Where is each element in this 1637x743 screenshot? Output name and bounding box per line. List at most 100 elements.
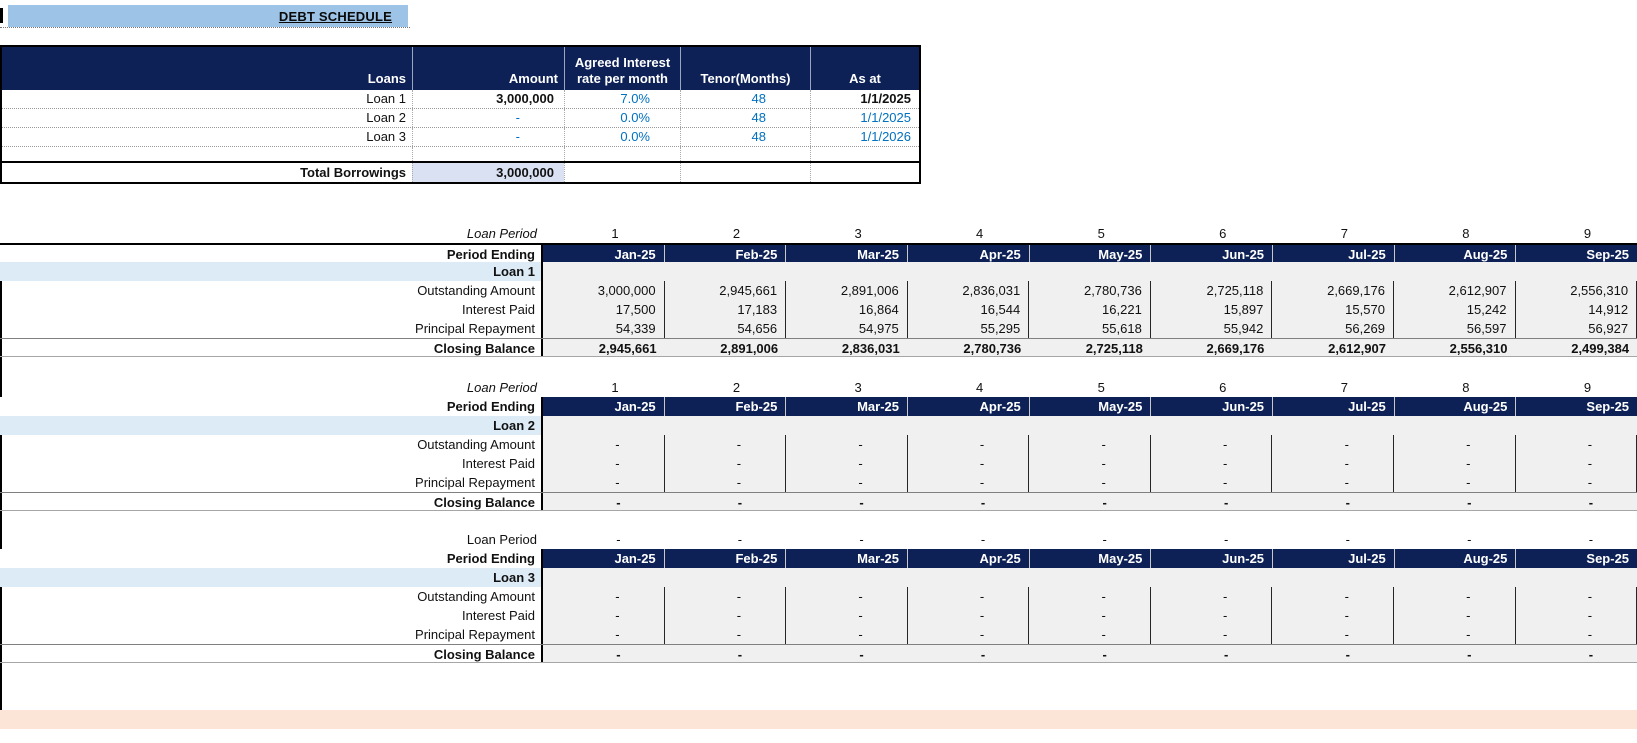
schedule-value-cell[interactable]: - (1029, 606, 1151, 625)
schedule-value-cell[interactable]: - (786, 625, 908, 644)
schedule-value-cell[interactable]: - (1151, 625, 1273, 644)
closing-balance-cell[interactable]: - (616, 495, 621, 510)
closing-balance-cell[interactable]: 2,556,310 (1449, 341, 1508, 356)
closing-balance-label[interactable]: Closing Balance (0, 645, 543, 662)
schedule-value-cell[interactable]: 17,500 (543, 300, 665, 319)
schedule-row-label[interactable]: Principal Repayment (0, 473, 543, 492)
loan-as-at-cell[interactable]: 1/1/2025 (810, 109, 919, 127)
closing-balance-cell[interactable]: 2,612,907 (1328, 341, 1386, 356)
loan-as-at-cell[interactable]: 1/1/2026 (810, 128, 919, 146)
schedule-value-cell[interactable]: - (665, 473, 787, 492)
closing-balance-cell[interactable]: - (1102, 647, 1107, 662)
schedule-value-cell[interactable]: 15,242 (1394, 300, 1516, 319)
schedule-value-cell[interactable]: - (1394, 625, 1516, 644)
loan-period-value-cell[interactable]: 9 (1583, 226, 1592, 241)
schedule-value-cell[interactable]: - (1394, 606, 1516, 625)
month-header-cell[interactable]: Aug-25 (1393, 397, 1516, 416)
total-borrowings-label[interactable]: Total Borrowings (300, 165, 406, 180)
schedule-value-cell[interactable]: 55,618 (1029, 319, 1151, 338)
schedule-value-cell[interactable]: - (1394, 435, 1516, 454)
loan-period-value-cell[interactable]: - (1102, 532, 1107, 547)
loan-period-value-cell[interactable]: 6 (1219, 380, 1227, 395)
loan-period-value-cell[interactable]: - (980, 532, 986, 547)
schedule-value-cell[interactable]: 2,725,118 (1151, 281, 1273, 300)
closing-balance-label[interactable]: Closing Balance (0, 493, 543, 510)
closing-balance-cell[interactable]: - (1588, 647, 1594, 662)
schedule-row-label[interactable]: Interest Paid (0, 454, 543, 473)
schedule-value-cell[interactable]: - (1151, 606, 1273, 625)
loan-name-cell[interactable]: Loan 1 (366, 91, 406, 106)
schedule-value-cell[interactable]: - (786, 473, 908, 492)
schedule-value-cell[interactable]: - (543, 435, 665, 454)
schedule-value-cell[interactable]: 54,339 (543, 319, 665, 338)
month-header-cell[interactable]: Aug-25 (1393, 549, 1516, 568)
schedule-value-cell[interactable]: - (1516, 587, 1637, 606)
loan-period-value-cell[interactable]: - (1224, 532, 1229, 547)
closing-balance-label[interactable]: Closing Balance (0, 339, 543, 356)
schedule-value-cell[interactable]: - (1394, 587, 1516, 606)
month-header-cell[interactable]: May-25 (1028, 549, 1151, 568)
header-tenor[interactable]: Tenor(Months) (680, 47, 810, 90)
schedule-value-cell[interactable]: - (1272, 473, 1394, 492)
loan-period-value-cell[interactable]: 4 (976, 380, 984, 395)
closing-balance-cell[interactable]: 2,836,031 (841, 341, 900, 356)
closing-balance-cell[interactable]: 2,780,736 (963, 341, 1022, 356)
schedule-value-cell[interactable]: - (1272, 454, 1394, 473)
schedule-value-cell[interactable]: 2,612,907 (1394, 281, 1516, 300)
schedule-value-cell[interactable]: - (1272, 587, 1394, 606)
month-header-cell[interactable]: Jan-25 (543, 549, 664, 568)
month-header-cell[interactable]: May-25 (1028, 245, 1151, 262)
loan-period-value-cell[interactable]: - (859, 532, 864, 547)
schedule-value-cell[interactable]: - (1029, 435, 1151, 454)
schedule-value-cell[interactable]: - (786, 435, 908, 454)
loan-name-label[interactable]: Loan 3 (0, 568, 543, 587)
schedule-value-cell[interactable]: - (1516, 473, 1637, 492)
schedule-value-cell[interactable]: - (665, 606, 787, 625)
schedule-value-cell[interactable]: 17,183 (665, 300, 787, 319)
schedule-value-cell[interactable]: 16,544 (908, 300, 1030, 319)
loan-period-value-cell[interactable]: 5 (1097, 226, 1105, 241)
loan-amount-cell[interactable]: - (412, 109, 564, 127)
schedule-value-cell[interactable]: - (786, 606, 908, 625)
loan-period-label[interactable]: Loan Period (466, 380, 537, 395)
schedule-value-cell[interactable]: 14,912 (1516, 300, 1637, 319)
closing-balance-cell[interactable]: - (1467, 495, 1472, 510)
loan-tenor-cell[interactable]: 48 (680, 128, 810, 146)
schedule-value-cell[interactable]: - (786, 587, 908, 606)
loan-as-at-cell[interactable]: 1/1/2025 (810, 90, 919, 108)
schedule-row-label[interactable]: Interest Paid (0, 606, 543, 625)
schedule-value-cell[interactable]: 55,942 (1151, 319, 1273, 338)
schedule-value-cell[interactable]: 3,000,000 (543, 281, 665, 300)
schedule-value-cell[interactable]: 55,295 (908, 319, 1030, 338)
schedule-value-cell[interactable]: - (908, 625, 1030, 644)
loan-name-cell[interactable]: Loan 2 (366, 110, 406, 125)
loan-period-value-cell[interactable]: 5 (1097, 380, 1105, 395)
loan-period-label[interactable]: Loan Period (466, 532, 537, 547)
closing-balance-cell[interactable]: - (1102, 495, 1107, 510)
schedule-value-cell[interactable]: - (1029, 625, 1151, 644)
closing-balance-cell[interactable]: - (1345, 495, 1350, 510)
schedule-value-cell[interactable]: - (1516, 625, 1637, 644)
empty-cell[interactable] (680, 163, 810, 182)
schedule-value-cell[interactable]: - (665, 587, 787, 606)
loan-period-value-cell[interactable]: 7 (1340, 380, 1348, 395)
header-loans[interactable]: Loans (367, 71, 406, 86)
loan-period-value-cell[interactable]: - (737, 532, 743, 547)
closing-balance-cell[interactable]: 2,669,176 (1206, 341, 1265, 356)
loan-name-cell[interactable]: Loan 3 (366, 129, 406, 144)
schedule-value-cell[interactable]: 2,891,006 (786, 281, 908, 300)
schedule-value-cell[interactable]: - (1394, 454, 1516, 473)
schedule-value-cell[interactable]: - (908, 587, 1030, 606)
loan-name-label[interactable]: Loan 2 (0, 416, 543, 435)
schedule-value-cell[interactable]: 2,945,661 (665, 281, 787, 300)
month-header-cell[interactable]: Apr-25 (907, 549, 1029, 568)
month-header-cell[interactable]: Sep-25 (1515, 245, 1637, 262)
schedule-value-cell[interactable]: - (543, 606, 665, 625)
loan-tenor-cell[interactable]: 48 (680, 90, 810, 108)
closing-balance-cell[interactable]: - (737, 647, 743, 662)
loan-period-label[interactable]: Loan Period (466, 226, 537, 241)
loan-period-value-cell[interactable]: - (616, 532, 621, 547)
loan-period-value-cell[interactable]: 1 (611, 380, 619, 395)
closing-balance-cell[interactable]: 2,725,118 (1085, 341, 1143, 356)
loan-period-value-cell[interactable]: - (1588, 532, 1594, 547)
